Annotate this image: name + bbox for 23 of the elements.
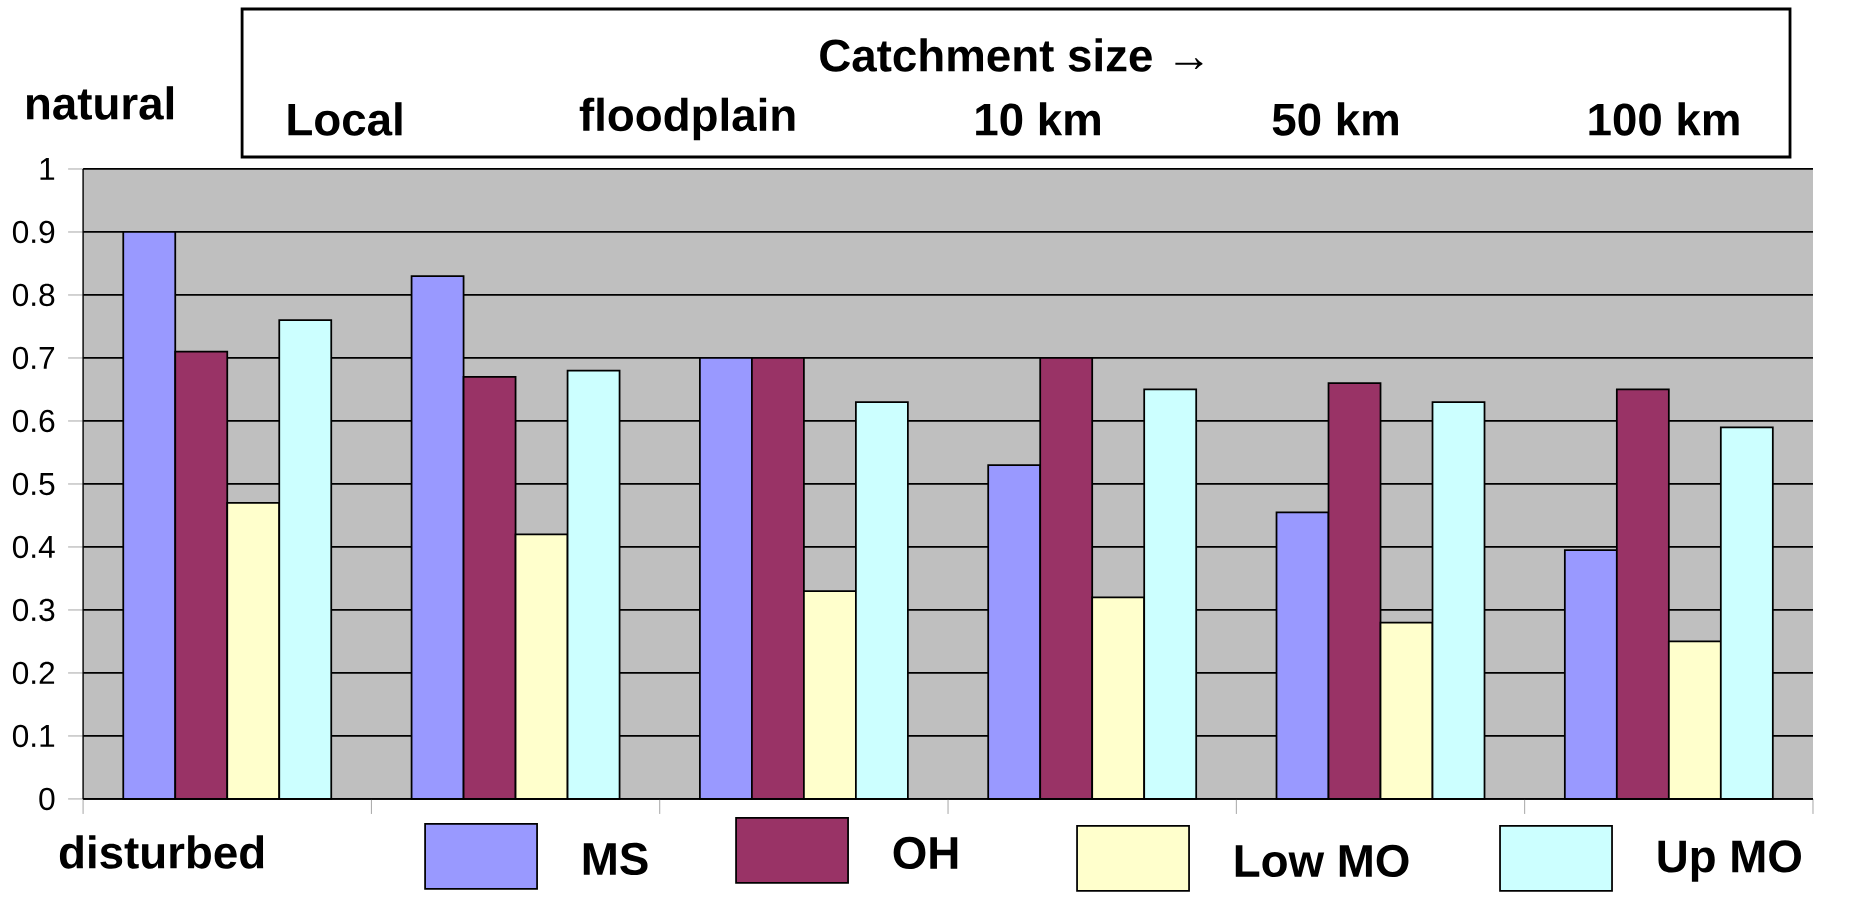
y-tick-label: 0 (39, 787, 55, 811)
text: 10 km (976, 102, 1100, 136)
y-tick-label: 0.7 (12, 346, 55, 370)
y-tick-label: 0.8 (12, 283, 55, 307)
y-tick-label: 0.9 (12, 220, 55, 244)
text: natural (26, 86, 174, 120)
text: Catchment size → (820, 38, 1203, 72)
y-tick-label: 0.3 (12, 598, 55, 622)
legend-label: MS (583, 842, 648, 876)
text: 100 km (1589, 102, 1739, 136)
y-tick-label: 0.2 (12, 661, 55, 685)
legend-label: Up MO (1658, 840, 1801, 882)
legend-label: Low MO (1235, 844, 1409, 878)
text: disturbed (59, 835, 264, 869)
text: 50 km (1272, 102, 1398, 136)
y-tick-label: 0.5 (12, 472, 55, 496)
y-tick-label: 0.1 (12, 724, 55, 748)
y-tick-label: 1 (40, 158, 55, 180)
text: floodplain (579, 97, 795, 141)
legend-label: OH (893, 836, 958, 870)
text: Local (288, 102, 402, 136)
y-tick-label: 0.4 (12, 535, 55, 559)
y-tick-label: 0.6 (12, 409, 55, 433)
